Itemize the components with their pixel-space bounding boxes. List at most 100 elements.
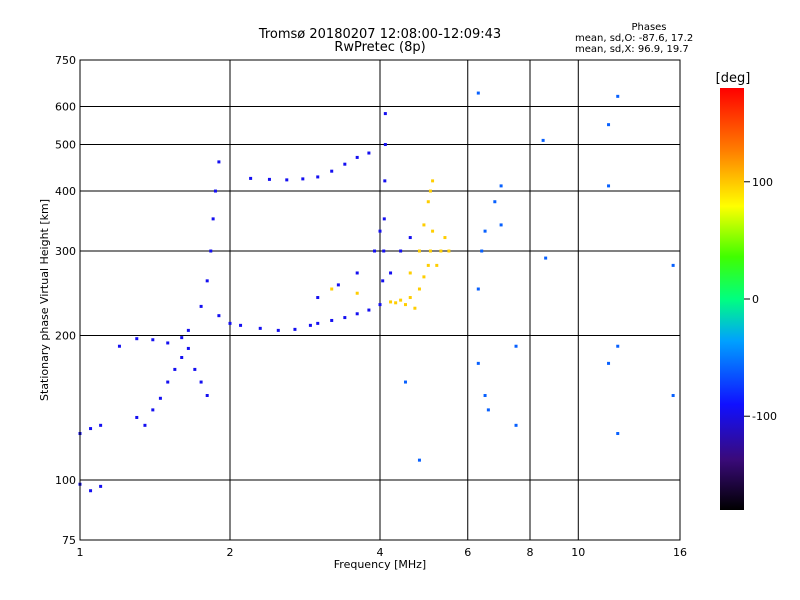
- data-point: [249, 176, 253, 180]
- data-point: [399, 249, 403, 253]
- y-tick-label: 400: [55, 185, 76, 198]
- data-point: [135, 337, 139, 341]
- data-point: [135, 415, 139, 419]
- data-point: [616, 432, 620, 436]
- data-point: [99, 423, 103, 427]
- x-tick-label: 8: [527, 546, 534, 559]
- data-point: [276, 328, 280, 332]
- data-point: [383, 143, 387, 147]
- data-point: [199, 380, 203, 384]
- data-point: [476, 287, 480, 291]
- x-tick-label: 4: [377, 546, 384, 559]
- data-point: [151, 338, 155, 342]
- data-point: [417, 458, 421, 462]
- data-point: [151, 408, 155, 412]
- data-point: [443, 236, 447, 240]
- data-point: [428, 189, 432, 193]
- data-point: [166, 380, 170, 384]
- phases-label: Phases: [631, 22, 667, 33]
- data-point: [439, 249, 443, 253]
- data-point: [399, 298, 403, 302]
- data-point: [476, 91, 480, 95]
- data-point: [330, 287, 334, 291]
- colorbar-tick-label: 100: [752, 176, 773, 189]
- data-point: [330, 169, 334, 173]
- phases-x-stats: mean, sd,X: 96.9, 19.7: [575, 44, 689, 55]
- y-axis-ticks: 75 100 200 300 400 500 600 750: [55, 54, 76, 547]
- data-point: [493, 200, 497, 204]
- colorbar-label: [deg]: [716, 71, 751, 86]
- data-point: [293, 327, 297, 331]
- data-point: [301, 177, 305, 181]
- data-point: [367, 308, 371, 312]
- data-point: [447, 249, 451, 253]
- data-point: [616, 94, 620, 98]
- y-tick-label: 750: [55, 54, 76, 67]
- data-point: [173, 367, 177, 371]
- data-point: [378, 303, 382, 307]
- data-point: [499, 184, 503, 188]
- y-tick-label: 300: [55, 245, 76, 258]
- data-point: [422, 223, 426, 227]
- colorbar-tick-label: -100: [752, 410, 777, 423]
- phases-panel: Phases mean, sd,O: -87.6, 17.2 mean, sd,…: [575, 22, 695, 55]
- data-point: [486, 408, 490, 412]
- data-point: [316, 296, 320, 300]
- data-point: [186, 346, 190, 350]
- x-tick-label: 1: [77, 546, 84, 559]
- data-point: [186, 328, 190, 332]
- data-point: [483, 229, 487, 233]
- data-point: [367, 151, 371, 155]
- data-point: [403, 380, 407, 384]
- y-axis-label: Stationary phase Virtual Height [km]: [38, 199, 51, 401]
- data-point: [514, 423, 518, 427]
- data-point: [607, 123, 611, 127]
- data-point: [428, 249, 432, 253]
- data-point: [514, 344, 518, 348]
- data-point: [382, 249, 386, 253]
- data-point: [343, 316, 347, 320]
- data-point: [671, 263, 675, 267]
- data-point: [99, 484, 103, 488]
- data-point: [417, 287, 421, 291]
- data-point: [426, 263, 430, 267]
- data-point: [435, 263, 439, 267]
- data-point: [671, 394, 675, 398]
- data-point: [211, 217, 215, 221]
- data-point: [330, 318, 334, 322]
- data-point: [422, 275, 426, 279]
- chart-title: Tromsø 20180207 12:08:00-12:09:43: [258, 27, 502, 42]
- data-point: [394, 301, 398, 305]
- data-point: [89, 489, 93, 493]
- x-axis-label: Frequency [MHz]: [334, 558, 426, 571]
- x-tick-label: 2: [227, 546, 234, 559]
- colorbar-tick-label: 0: [752, 293, 759, 306]
- data-point: [205, 394, 209, 398]
- plot-frame: [79, 59, 681, 541]
- data-point: [383, 179, 387, 183]
- data-point: [193, 367, 197, 371]
- data-point: [381, 279, 385, 283]
- data-point: [143, 423, 147, 427]
- data-point: [607, 184, 611, 188]
- data-point: [117, 344, 121, 348]
- data-point: [343, 162, 347, 166]
- data-point: [217, 160, 221, 164]
- y-tick-label: 200: [55, 330, 76, 343]
- y-tick-label: 600: [55, 101, 76, 114]
- chart-subtitle: RwPretec (8p): [334, 40, 426, 55]
- data-point: [217, 314, 221, 318]
- phases-o-stats: mean, sd,O: -87.6, 17.2: [575, 33, 694, 44]
- data-point: [180, 336, 184, 340]
- data-point: [426, 200, 430, 204]
- data-point: [378, 229, 382, 233]
- data-point: [541, 138, 545, 142]
- data-point: [476, 361, 480, 365]
- data-point: [616, 344, 620, 348]
- data-point: [89, 427, 93, 431]
- data-point: [408, 296, 412, 300]
- data-point: [355, 291, 359, 295]
- data-point: [499, 223, 503, 227]
- data-point: [403, 303, 407, 307]
